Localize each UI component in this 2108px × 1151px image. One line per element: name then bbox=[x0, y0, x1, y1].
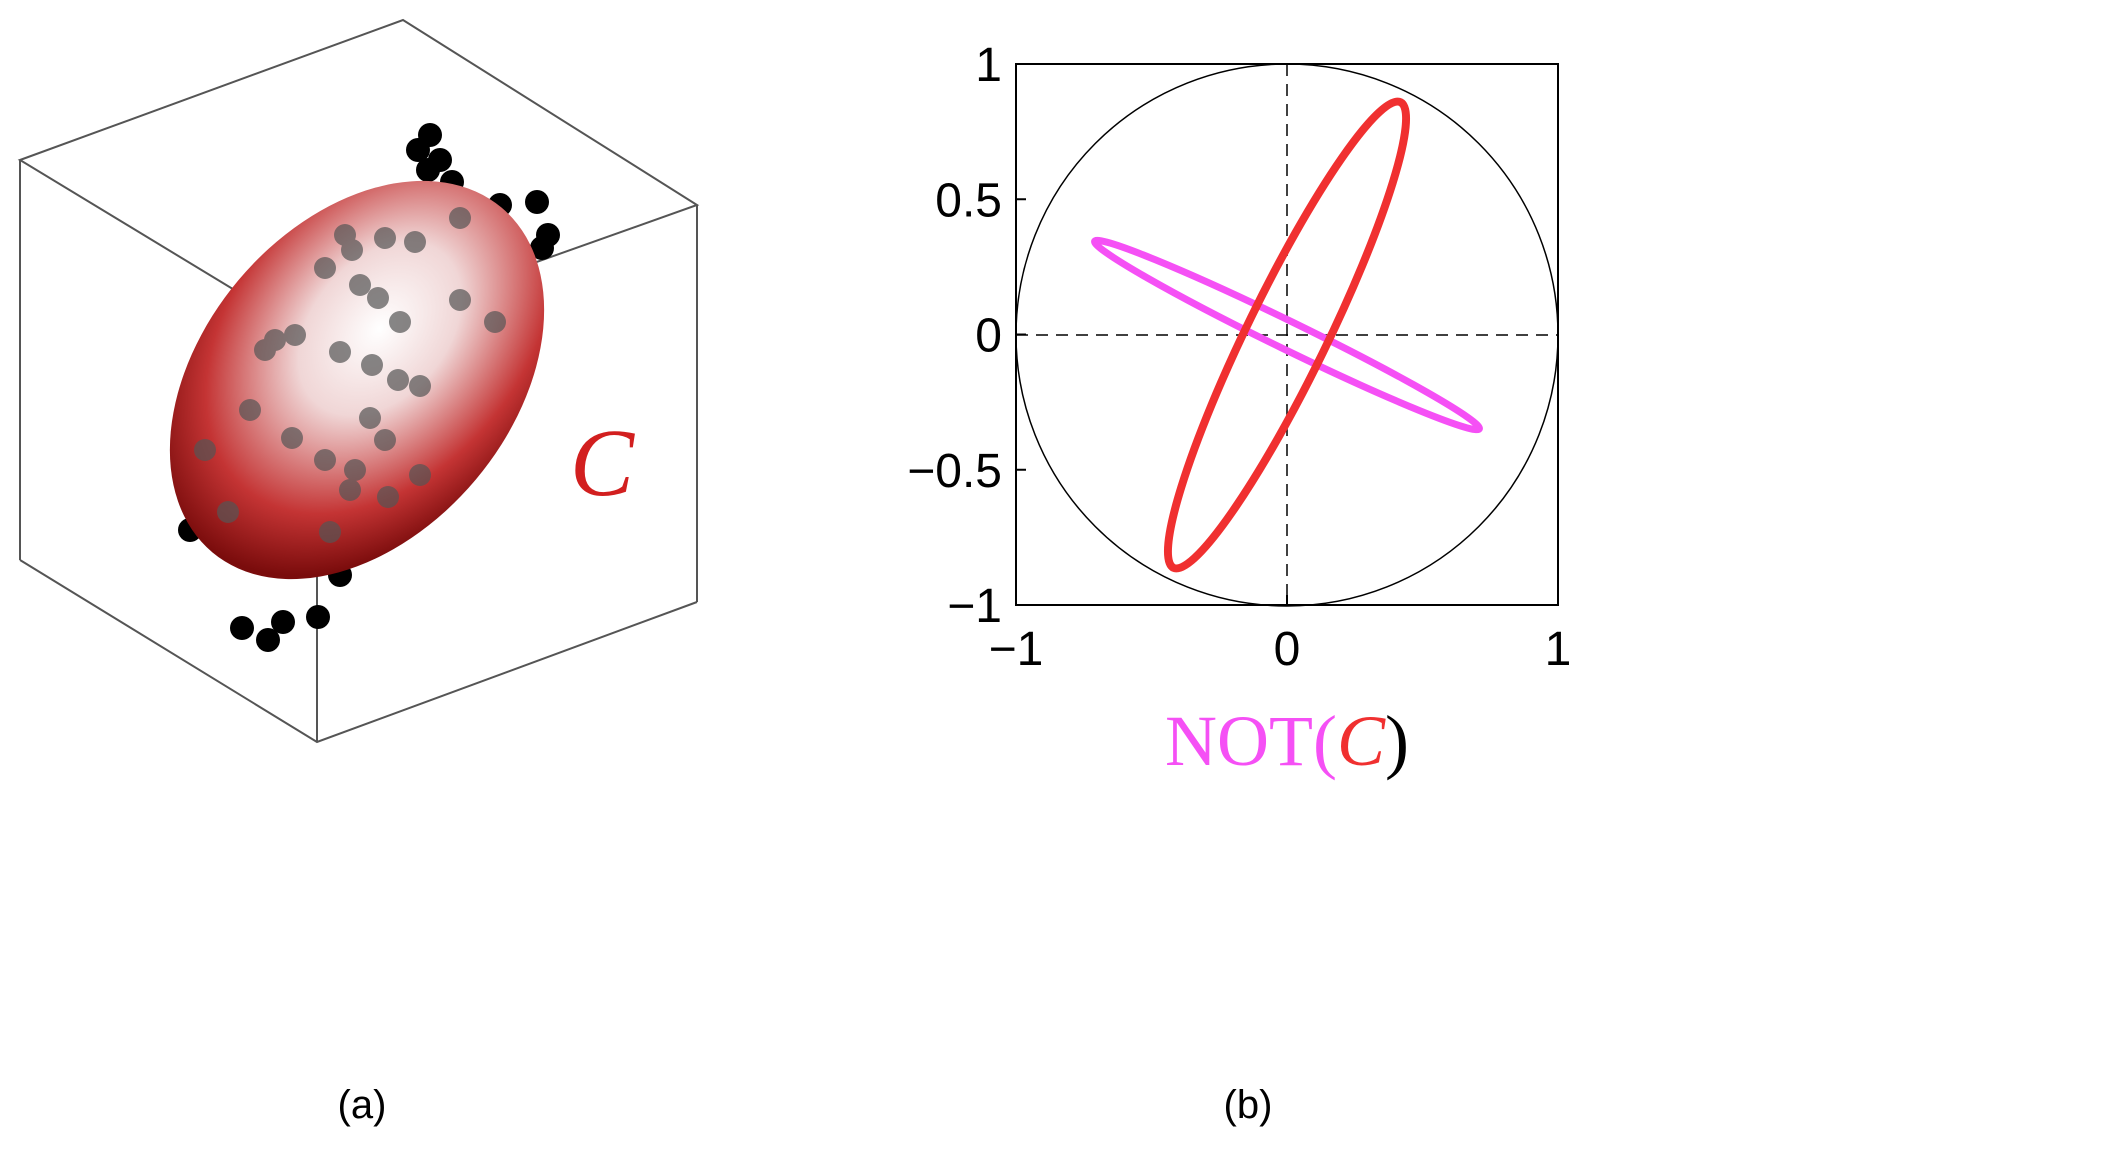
y-tick-label: 0.5 bbox=[935, 174, 1002, 227]
x-tick-label: −1 bbox=[989, 623, 1044, 676]
figure: C (a) NOT(C) (b) −1−0.500.51−101 bbox=[0, 0, 2108, 1151]
annotation-c: C bbox=[570, 409, 635, 516]
x-tick-label: 1 bbox=[1545, 623, 1572, 676]
caption: NOT(C) bbox=[1165, 701, 1409, 781]
y-tick-label: −0.5 bbox=[907, 445, 1002, 498]
caption-suffix: ) bbox=[1385, 701, 1409, 781]
x-tick-label: 0 bbox=[1274, 623, 1301, 676]
caption-symbol: C bbox=[1337, 701, 1386, 781]
panel-label: (a) bbox=[338, 1083, 387, 1127]
cube-bottom bbox=[20, 560, 697, 742]
panel-label: (b) bbox=[1224, 1083, 1273, 1127]
page: {"figure": { "panel_a": {"label": "(a)",… bbox=[0, 0, 2108, 1151]
y-tick-label: 1 bbox=[975, 39, 1002, 92]
caption-prefix: NOT( bbox=[1165, 701, 1337, 781]
y-tick-label: 0 bbox=[975, 310, 1002, 363]
ellipsoid bbox=[94, 108, 621, 652]
panel-b bbox=[1016, 64, 1558, 606]
